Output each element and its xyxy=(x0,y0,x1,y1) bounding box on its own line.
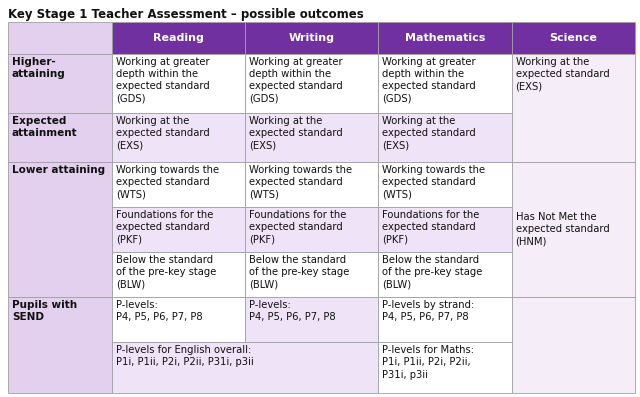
Text: Higher-
attaining: Higher- attaining xyxy=(12,56,66,79)
Bar xyxy=(378,207,511,252)
Text: Foundations for the
expected standard
(PKF): Foundations for the expected standard (P… xyxy=(382,210,479,245)
Text: P-levels for English overall:
P1i, P1ii, P2i, P2ii, P31i, p3ii: P-levels for English overall: P1i, P1ii,… xyxy=(116,345,253,367)
Text: Foundations for the
expected standard
(PKF): Foundations for the expected standard (P… xyxy=(116,210,213,245)
Bar xyxy=(378,113,511,162)
Text: P-levels for Maths:
P1i, P1ii, P2i, P2ii,
P31i, p3ii: P-levels for Maths: P1i, P1ii, P2i, P2ii… xyxy=(382,345,474,380)
Text: Working at the
expected standard
(EXS): Working at the expected standard (EXS) xyxy=(249,116,343,151)
Bar xyxy=(245,54,378,113)
Bar xyxy=(8,162,111,297)
Text: Writing: Writing xyxy=(289,33,335,43)
Text: Working towards the
expected standard
(WTS): Working towards the expected standard (W… xyxy=(249,165,352,200)
Text: Foundations for the
expected standard
(PKF): Foundations for the expected standard (P… xyxy=(249,210,346,245)
Text: Working at the
expected standard
(EXS): Working at the expected standard (EXS) xyxy=(382,116,476,151)
Text: Working at greater
depth within the
expected standard
(GDS): Working at greater depth within the expe… xyxy=(382,56,476,104)
Text: Reading: Reading xyxy=(153,33,204,43)
Bar xyxy=(245,297,378,342)
Text: Has Not Met the
expected standard
(HNM): Has Not Met the expected standard (HNM) xyxy=(516,212,609,246)
Bar xyxy=(511,297,635,393)
Text: Pupils with
SEND: Pupils with SEND xyxy=(12,300,77,322)
Text: P-levels:
P4, P5, P6, P7, P8: P-levels: P4, P5, P6, P7, P8 xyxy=(249,300,335,322)
Text: Working at the
expected standard
(EXS): Working at the expected standard (EXS) xyxy=(516,56,609,91)
Bar xyxy=(511,162,635,297)
Bar xyxy=(245,252,378,297)
Bar xyxy=(111,162,245,207)
Text: Working at greater
depth within the
expected standard
(GDS): Working at greater depth within the expe… xyxy=(116,56,209,104)
Text: Below the standard
of the pre-key stage
(BLW): Below the standard of the pre-key stage … xyxy=(382,255,483,290)
Bar xyxy=(378,22,511,54)
Bar xyxy=(8,113,111,162)
Bar xyxy=(111,22,245,54)
Bar xyxy=(378,297,511,342)
Bar xyxy=(111,252,245,297)
Text: Working towards the
expected standard
(WTS): Working towards the expected standard (W… xyxy=(116,165,219,200)
Text: P-levels:
P4, P5, P6, P7, P8: P-levels: P4, P5, P6, P7, P8 xyxy=(116,300,202,322)
Bar xyxy=(378,342,511,393)
Bar xyxy=(378,162,511,207)
Bar xyxy=(511,54,635,162)
Bar xyxy=(111,207,245,252)
Text: Expected
attainment: Expected attainment xyxy=(12,116,77,138)
Bar xyxy=(511,22,635,54)
Text: P-levels by strand:
P4, P5, P6, P7, P8: P-levels by strand: P4, P5, P6, P7, P8 xyxy=(382,300,474,322)
Bar xyxy=(111,297,245,342)
Bar xyxy=(111,54,245,113)
Bar xyxy=(245,162,378,207)
Text: Below the standard
of the pre-key stage
(BLW): Below the standard of the pre-key stage … xyxy=(116,255,216,290)
Text: Below the standard
of the pre-key stage
(BLW): Below the standard of the pre-key stage … xyxy=(249,255,349,290)
Bar xyxy=(8,22,111,54)
Bar xyxy=(245,22,378,54)
Bar xyxy=(111,342,378,393)
Bar xyxy=(378,252,511,297)
Text: Lower attaining: Lower attaining xyxy=(12,165,105,175)
Text: Working at the
expected standard
(EXS): Working at the expected standard (EXS) xyxy=(116,116,209,151)
Text: Mathematics: Mathematics xyxy=(404,33,485,43)
Bar xyxy=(245,207,378,252)
Text: Science: Science xyxy=(549,33,597,43)
Text: Working at greater
depth within the
expected standard
(GDS): Working at greater depth within the expe… xyxy=(249,56,343,104)
Bar xyxy=(378,54,511,113)
Text: Working towards the
expected standard
(WTS): Working towards the expected standard (W… xyxy=(382,165,485,200)
Bar xyxy=(8,297,111,393)
Text: Key Stage 1 Teacher Assessment – possible outcomes: Key Stage 1 Teacher Assessment – possibl… xyxy=(8,8,364,21)
Bar xyxy=(245,113,378,162)
Bar xyxy=(111,113,245,162)
Bar xyxy=(8,54,111,113)
